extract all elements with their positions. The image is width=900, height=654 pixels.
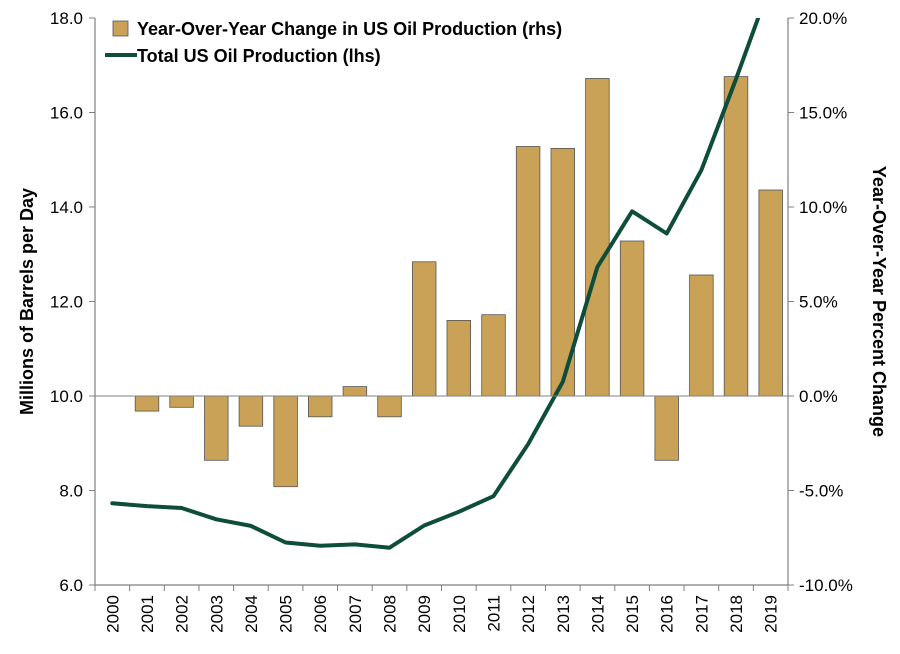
bar-2002 xyxy=(169,395,194,408)
right-axis-title: Year-Over-Year Percent Change xyxy=(869,166,889,437)
right-tick-label: 0.0% xyxy=(799,387,838,406)
x-tick-label: 2012 xyxy=(519,595,538,633)
x-tick-label: 2003 xyxy=(207,595,226,633)
bar-2007 xyxy=(342,386,368,397)
right-tick-label: 5.0% xyxy=(799,293,838,312)
legend: Year-Over-Year Change in US Oil Producti… xyxy=(105,19,562,66)
x-tick-label: 2007 xyxy=(346,595,365,633)
bar-2005 xyxy=(273,395,298,488)
left-tick-label: 8.0 xyxy=(59,482,83,501)
bar-2017 xyxy=(689,274,714,397)
x-tick-label: 2019 xyxy=(762,595,781,633)
x-tick-label: 2016 xyxy=(658,595,677,633)
x-tick-label: 2009 xyxy=(415,595,434,633)
left-tick-label: 14.0 xyxy=(50,198,83,217)
x-tick-label: 2015 xyxy=(623,595,642,633)
right-tick-label: 20.0% xyxy=(799,9,847,28)
bar-2010 xyxy=(446,319,472,397)
bar-2014 xyxy=(585,78,610,397)
x-tick-label: 2000 xyxy=(103,595,122,633)
production-line xyxy=(110,18,761,550)
bar-2018 xyxy=(723,76,749,397)
axes-layer: 6.0 8.0 10.0 12.0 14.0 16.0 18.0 -10.0% -5.0% 0.0… xyxy=(17,9,889,633)
x-tick-label: 2001 xyxy=(138,595,157,633)
x-tick-label: 2002 xyxy=(173,595,192,633)
bar-2008 xyxy=(377,395,402,418)
right-tick-label: 15.0% xyxy=(799,104,847,123)
left-tick-label: 18.0 xyxy=(50,9,83,28)
bar-2015 xyxy=(619,240,645,397)
left-axis-title: Millions of Barrels per Day xyxy=(17,188,37,415)
bar-2003 xyxy=(204,395,229,461)
right-tick-label: -5.0% xyxy=(799,482,843,501)
x-tick-label: 2014 xyxy=(588,595,607,633)
bar-2011 xyxy=(481,314,506,397)
left-tick-label: 12.0 xyxy=(50,293,83,312)
bar-2012 xyxy=(515,146,541,397)
x-tick-label: 2013 xyxy=(554,595,573,633)
x-tick-label: 2005 xyxy=(277,595,296,633)
x-tick-label: 2008 xyxy=(381,595,400,633)
x-tick-label: 2004 xyxy=(242,595,261,633)
bar-2009 xyxy=(411,261,437,397)
x-tick-label: 2011 xyxy=(484,595,503,632)
bar-2019 xyxy=(758,189,783,397)
bar-2004 xyxy=(238,395,264,427)
legend-line-label: Total US Oil Production (lhs) xyxy=(137,46,381,66)
bar-2006 xyxy=(307,395,333,418)
left-tick-label: 16.0 xyxy=(50,104,83,123)
bars-layer xyxy=(134,76,783,488)
x-tick-label: 2018 xyxy=(727,595,746,633)
legend-bar-label: Year-Over-Year Change in US Oil Producti… xyxy=(137,19,562,39)
x-tick-label: 2010 xyxy=(450,595,469,633)
left-tick-label: 6.0 xyxy=(59,576,83,595)
right-tick-label: -10.0% xyxy=(799,576,853,595)
line-layer xyxy=(110,18,761,550)
bar-2016 xyxy=(654,395,679,461)
right-tick-label: 10.0% xyxy=(799,198,847,217)
bar-2001 xyxy=(134,395,160,412)
x-tick-label: 2006 xyxy=(311,595,330,633)
legend-bar-swatch xyxy=(112,20,129,37)
left-tick-label: 10.0 xyxy=(50,387,83,406)
x-tick-label: 2017 xyxy=(692,595,711,633)
